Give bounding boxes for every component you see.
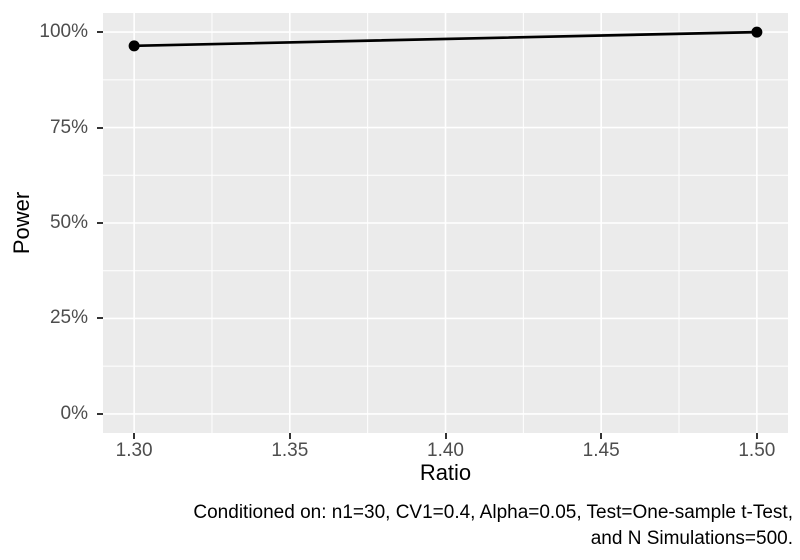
- x-tick-label: 1.35: [271, 440, 309, 461]
- x-tick-label: 1.30: [115, 440, 153, 461]
- data-line: [132, 30, 759, 48]
- y-tick-mark: [97, 31, 103, 34]
- y-tick-label: 0%: [60, 402, 88, 424]
- x-axis-title: Ratio: [419, 460, 472, 485]
- y-tick-label: 25%: [49, 307, 88, 329]
- x-tick-label: 1.40: [427, 440, 464, 461]
- chart-caption: Conditioned on: n1=30, CV1=0.4, Alpha=0.…: [193, 500, 793, 552]
- y-tick-mark: [97, 317, 103, 320]
- data-point: [128, 40, 140, 52]
- y-tick-mark: [97, 222, 103, 224]
- x-tick-mark: [444, 433, 447, 439]
- x-tick-mark: [288, 433, 291, 439]
- x-tick-mark: [600, 433, 603, 439]
- x-tick-mark: [133, 433, 136, 439]
- y-tick-label: 100%: [39, 21, 88, 43]
- x-tick-label: 1.45: [582, 440, 620, 461]
- y-tick-label: 75%: [49, 116, 88, 138]
- caption-line-1: Conditioned on: n1=30, CV1=0.4, Alpha=0.…: [193, 502, 793, 523]
- plot-panel: [103, 13, 788, 433]
- caption-line-2: and N Simulations=500.: [590, 528, 793, 549]
- y-tick-mark: [97, 126, 103, 129]
- data-point: [751, 26, 763, 38]
- x-tick-label: 1.50: [738, 440, 776, 461]
- x-tick-mark: [755, 433, 758, 439]
- y-axis-title: Power: [9, 191, 34, 255]
- y-tick-mark: [97, 412, 103, 415]
- y-tick-label: 50%: [49, 212, 88, 233]
